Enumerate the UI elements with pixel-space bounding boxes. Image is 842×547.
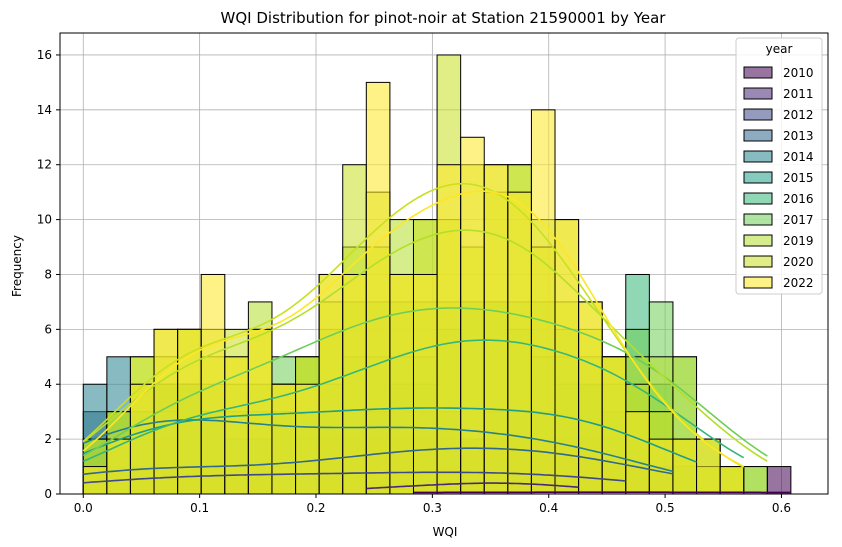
bar-2022 xyxy=(106,438,131,495)
bar-2022 xyxy=(389,273,414,495)
bar-2010 xyxy=(766,466,792,495)
legend-box xyxy=(735,37,823,295)
bar-2022 xyxy=(271,383,297,495)
legend-label: 2014 xyxy=(783,150,814,164)
legend: year 2010 2011 2012 2013 2014 2015 2016 2017 2019… xyxy=(735,37,823,295)
kde-curve-2011 xyxy=(366,482,579,490)
bar-2022 xyxy=(696,438,721,495)
bar-2022 xyxy=(82,466,108,495)
legend-swatch-2015 xyxy=(743,171,773,184)
legend-swatch-2016 xyxy=(743,192,773,205)
legend-label: 2016 xyxy=(783,192,814,206)
plot-area: 0.0 0.1 0.2 0.3 0.4 0.5 0.6 0 2 4 6 8 10 12 14 16 xyxy=(37,32,829,515)
kde-curves xyxy=(82,182,791,494)
y-tick-label: 6 xyxy=(44,322,52,336)
bar-2022 xyxy=(483,164,509,495)
axes: 0.0 0.1 0.2 0.3 0.4 0.5 0.6 0 2 4 6 8 10 12 14 16 xyxy=(37,32,829,515)
legend-label: 2013 xyxy=(783,129,814,143)
legend-label: 2022 xyxy=(783,276,814,290)
y-tick-label: 4 xyxy=(44,377,52,391)
bar-2022 xyxy=(177,328,202,495)
legend-swatch-2011 xyxy=(743,87,773,100)
x-tick-label: 0.6 xyxy=(772,501,791,515)
legend-swatch-2014 xyxy=(743,150,773,163)
y-tick-label: 14 xyxy=(37,103,52,117)
bar-2022 xyxy=(625,411,650,495)
axes-frame xyxy=(59,32,829,495)
bar-2022 xyxy=(601,356,627,495)
y-tick-label: 12 xyxy=(37,158,52,172)
legend-label: 2015 xyxy=(783,171,814,185)
legend-label: 2012 xyxy=(783,108,814,122)
legend-label: 2019 xyxy=(783,234,814,248)
y-tick-label: 16 xyxy=(37,48,52,62)
x-axis-label: WQI xyxy=(433,525,458,539)
bar-2022 xyxy=(578,301,603,495)
bar-2022 xyxy=(247,328,273,495)
x-tick-label: 0.3 xyxy=(423,501,442,515)
bar-2022 xyxy=(295,383,320,495)
bar-2022 xyxy=(200,273,226,495)
legend-label: 2020 xyxy=(783,255,814,269)
x-tick-label: 0.2 xyxy=(306,501,325,515)
legend-swatch-2013 xyxy=(743,129,773,142)
chart-title: WQI Distribution for pinot-noir at Stati… xyxy=(221,9,667,27)
x-tick-label: 0.5 xyxy=(656,501,675,515)
x-tick-label: 0.0 xyxy=(74,501,93,515)
x-tick-label: 0.1 xyxy=(190,501,209,515)
legend-swatch-2022 xyxy=(743,276,773,289)
legend-label: 2011 xyxy=(783,87,814,101)
kde-curve-2017 xyxy=(82,307,768,457)
legend-label: 2010 xyxy=(783,66,814,80)
y-tick-label: 8 xyxy=(44,267,52,281)
kde-curve-2015 xyxy=(83,407,697,463)
bar-2022 xyxy=(672,438,698,495)
legend-swatch-2010 xyxy=(743,66,773,79)
kde-curve-2019 xyxy=(82,229,768,462)
bar-2022 xyxy=(412,273,438,495)
legend-swatch-2012 xyxy=(743,108,773,121)
y-tick-label: 10 xyxy=(37,213,52,227)
y-tick-label: 2 xyxy=(44,432,52,446)
legend-swatch-2020 xyxy=(743,255,773,268)
bar-2022 xyxy=(342,273,367,495)
kde-curve-2016 xyxy=(82,339,745,463)
bar-2022 xyxy=(224,356,249,495)
y-tick-label: 0 xyxy=(44,487,52,501)
bar-2022 xyxy=(719,466,745,495)
bar-2022 xyxy=(365,81,391,495)
legend-swatch-2019 xyxy=(743,234,773,247)
kde-curve-2013 xyxy=(83,447,674,476)
bar-2022 xyxy=(530,109,556,495)
bar-2019 xyxy=(743,466,768,495)
bar-2022 xyxy=(436,164,462,495)
legend-swatch-2017 xyxy=(743,213,773,226)
y-axis-label: Frequency xyxy=(10,235,24,297)
legend-label: 2017 xyxy=(783,213,814,227)
kde-curve-2012 xyxy=(83,471,626,484)
legend-title: year xyxy=(766,42,793,56)
kde-curve-2022 xyxy=(82,190,745,468)
x-tick-label: 0.4 xyxy=(539,501,558,515)
